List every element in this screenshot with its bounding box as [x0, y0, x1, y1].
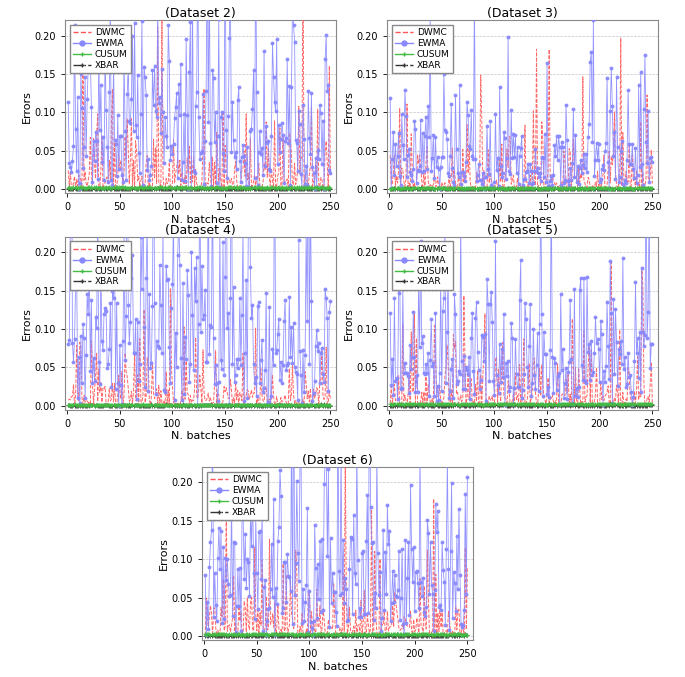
- Legend: DWMC, EWMA, CUSUM, XBAR: DWMC, EWMA, CUSUM, XBAR: [70, 25, 132, 74]
- Y-axis label: Errors: Errors: [159, 537, 169, 570]
- Legend: DWMC, EWMA, CUSUM, XBAR: DWMC, EWMA, CUSUM, XBAR: [207, 472, 269, 521]
- Y-axis label: Errors: Errors: [344, 307, 353, 340]
- Title: (Dataset 6): (Dataset 6): [302, 454, 373, 467]
- X-axis label: N. batches: N. batches: [493, 215, 552, 225]
- X-axis label: N. batches: N. batches: [171, 431, 230, 441]
- Y-axis label: Errors: Errors: [22, 90, 32, 123]
- Y-axis label: Errors: Errors: [344, 90, 353, 123]
- Title: (Dataset 4): (Dataset 4): [165, 224, 236, 237]
- Title: (Dataset 3): (Dataset 3): [487, 7, 558, 20]
- Y-axis label: Errors: Errors: [22, 307, 32, 340]
- Legend: DWMC, EWMA, CUSUM, XBAR: DWMC, EWMA, CUSUM, XBAR: [392, 25, 453, 74]
- X-axis label: N. batches: N. batches: [308, 661, 367, 672]
- X-axis label: N. batches: N. batches: [171, 215, 230, 225]
- Legend: DWMC, EWMA, CUSUM, XBAR: DWMC, EWMA, CUSUM, XBAR: [392, 242, 453, 290]
- Legend: DWMC, EWMA, CUSUM, XBAR: DWMC, EWMA, CUSUM, XBAR: [70, 242, 132, 290]
- X-axis label: N. batches: N. batches: [493, 431, 552, 441]
- Title: (Dataset 5): (Dataset 5): [487, 224, 558, 237]
- Title: (Dataset 2): (Dataset 2): [165, 7, 236, 20]
